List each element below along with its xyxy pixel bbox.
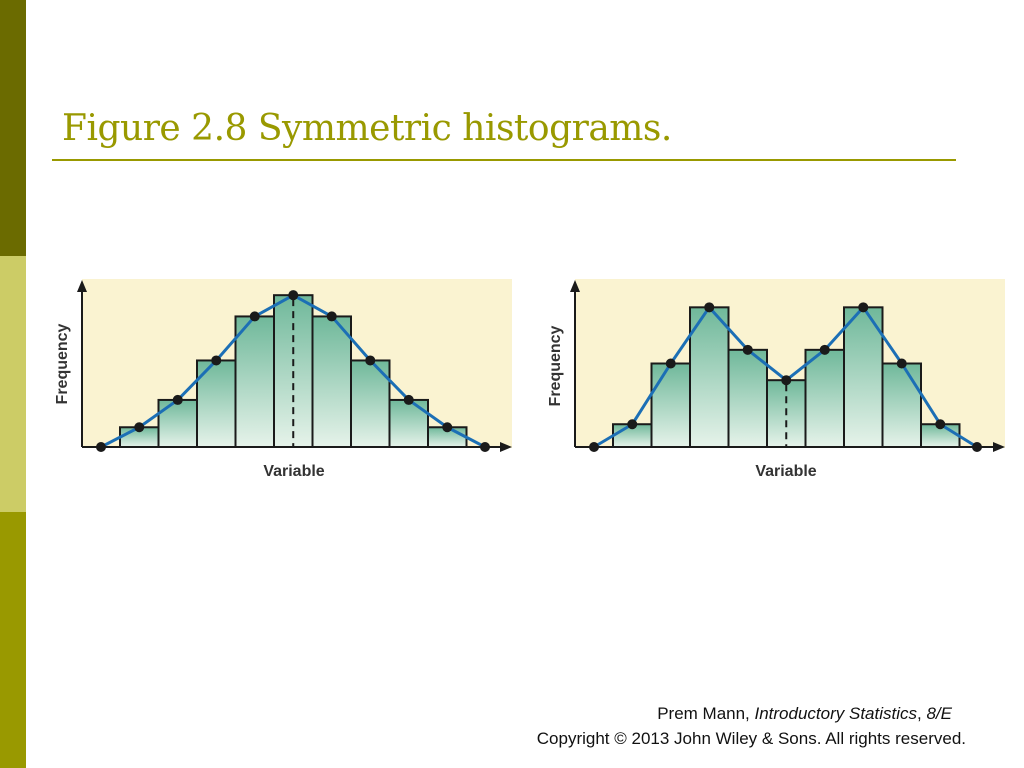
footer-book-title: Introductory Statistics	[754, 704, 918, 723]
histogram-bar	[843, 306, 884, 448]
footer-copyright: Copyright © 2013 John Wiley & Sons. All …	[536, 729, 966, 748]
polygon-point	[96, 442, 106, 452]
slide-title: Figure 2.8 Symmetric histograms.	[62, 108, 672, 149]
polygon-point	[403, 394, 414, 405]
polygon-point	[627, 419, 638, 430]
polygon-point	[134, 422, 145, 433]
histogram-bar	[727, 348, 768, 448]
histogram-bar	[311, 315, 352, 448]
histogram-bar	[804, 348, 845, 448]
footer-citation: Prem Mann, Introductory Statistics, 8/E	[657, 704, 952, 724]
x-axis-arrow-icon	[500, 442, 512, 452]
y-axis-arrow-icon	[570, 280, 580, 292]
histogram-bar	[650, 362, 691, 448]
x-axis-label: Variable	[755, 463, 816, 480]
x-axis-label: Variable	[263, 463, 324, 480]
polygon-point	[442, 422, 453, 433]
polygon-point	[326, 311, 337, 322]
polygon-point	[935, 419, 946, 430]
side-band-middle	[0, 256, 26, 512]
title-underline	[52, 159, 956, 161]
footer-author: Prem Mann,	[657, 704, 755, 723]
axes	[570, 280, 1005, 452]
histogram-bar	[157, 398, 198, 449]
polygon-point	[480, 442, 490, 452]
y-axis-label: Frequency	[547, 325, 564, 406]
symmetric-unimodal-histogram: Variable Frequency	[54, 279, 512, 480]
polygon-point	[781, 375, 792, 386]
histogram-bar	[388, 398, 429, 449]
polygon-point	[589, 442, 599, 452]
side-band-bottom	[0, 512, 26, 768]
polygon-point	[365, 355, 376, 366]
footer-separator: ,	[917, 704, 927, 723]
polygon-point	[704, 302, 715, 313]
polygon-point	[211, 355, 222, 366]
polygon-point	[665, 358, 676, 369]
polygon-point	[819, 344, 830, 355]
histogram-bar	[234, 315, 275, 448]
polygon-point	[288, 290, 299, 301]
x-axis-arrow-icon	[993, 442, 1005, 452]
polygon-point	[858, 302, 869, 313]
polygon-point	[172, 394, 183, 405]
footer-edition: 8/E	[926, 704, 952, 723]
side-band-top	[0, 0, 26, 256]
polygon-point	[742, 344, 753, 355]
symmetric-bimodal-histogram: Variable Frequency	[547, 279, 1005, 480]
polygon-point	[249, 311, 260, 322]
y-axis-arrow-icon	[77, 280, 87, 292]
polygon-point	[972, 442, 982, 452]
y-axis-label: Frequency	[54, 323, 71, 404]
polygon-point	[896, 358, 907, 369]
histogram-bar	[881, 362, 922, 448]
axes	[77, 280, 512, 452]
